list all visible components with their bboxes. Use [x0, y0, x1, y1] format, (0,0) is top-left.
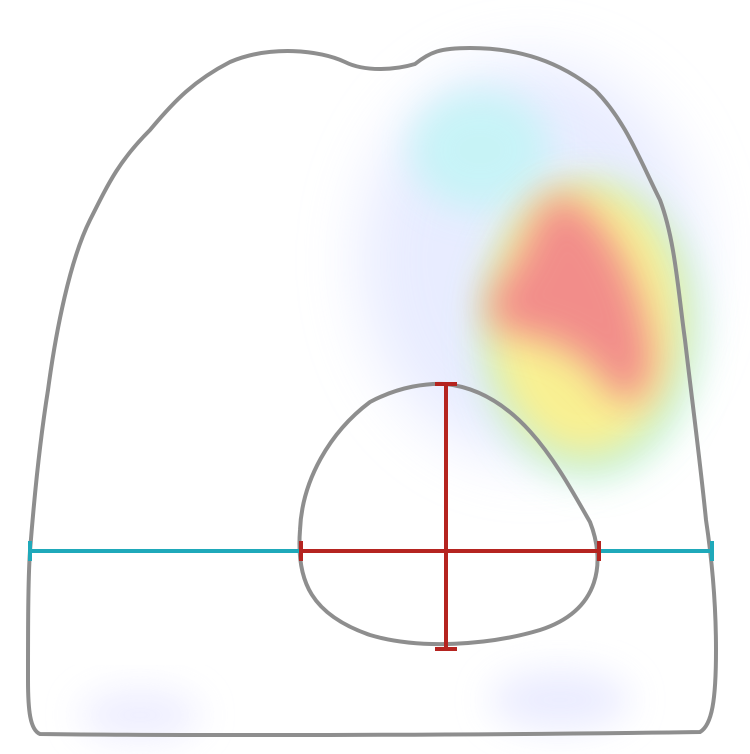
heat-spot — [490, 670, 630, 730]
inner-outline — [297, 381, 600, 647]
inner-measure — [299, 382, 601, 651]
heat-red — [488, 195, 652, 402]
heat-spot — [80, 690, 200, 740]
heatmap — [80, 60, 700, 740]
heat-cyan — [410, 90, 550, 210]
outer-outline — [26, 46, 718, 738]
